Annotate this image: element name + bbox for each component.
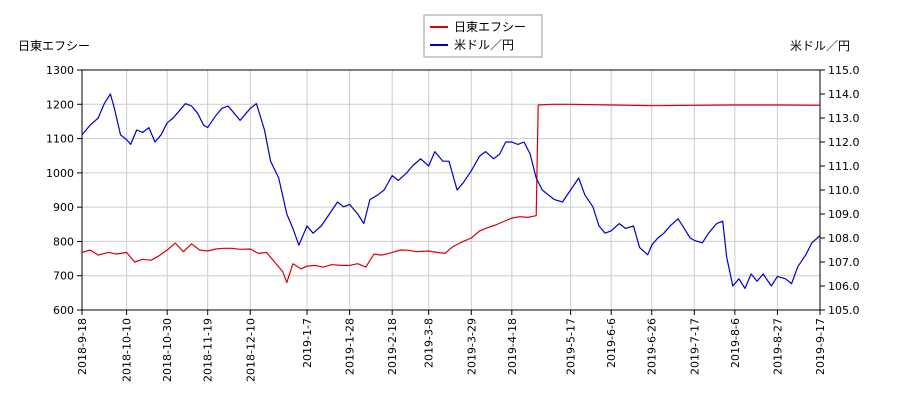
right-tick-label: 111.0 [828,160,860,173]
legend-box [423,14,543,58]
series-lines [81,93,821,289]
x-tick-label: 2019-9-17 [814,318,827,375]
right-tick-label: 105.0 [828,304,860,317]
series-line-nitto [81,103,821,284]
left-tick-label: 1200 [46,98,74,111]
x-tick-label: 2019-8-27 [771,318,784,375]
left-tick-label: 800 [53,235,74,248]
right-tick-label: 113.0 [828,112,860,125]
left-tick-label: 700 [53,270,74,283]
series-line-usdjpy [81,93,821,289]
right-axis: 105.0 106.0 107.0 108.0 109.0 110.0 111.0 112.0… [820,64,860,317]
legend-label-nitto: 日東エフシー [454,20,526,34]
right-tick-label: 109.0 [828,208,860,221]
x-tick-label: 2019-6-6 [605,318,618,368]
legend: 日東エフシー 米ドル／円 [423,14,543,58]
left-axis-title: 日東エフシー [18,39,90,53]
x-tick-label: 2018-11-19 [202,318,215,382]
x-tick-label: 2019-6-26 [646,318,659,375]
x-tick-label: 2019-1-28 [344,318,357,375]
right-tick-label: 114.0 [828,88,860,101]
left-axis: 600 700 800 900 1000 1100 1200 1300 [46,64,82,317]
x-tick-label: 2019-8-6 [729,318,742,368]
x-tick-label: 2019-3-8 [423,318,436,368]
x-tick-label: 2018-9-18 [76,318,89,375]
grid-lines [82,70,820,310]
right-tick-label: 112.0 [828,136,860,149]
x-tick-label: 2019-1-7 [301,318,314,368]
right-tick-label: 110.0 [828,184,860,197]
x-tick-label: 2019-7-17 [688,318,701,375]
x-tick-label: 2018-12-10 [244,318,257,382]
right-tick-label: 108.0 [828,232,860,245]
plot-area-frame [81,69,821,311]
right-axis-title: 米ドル／円 [790,39,850,53]
x-tick-label: 2019-3-29 [465,318,478,375]
x-axis: 2018-9-18 2018-10-10 2018-10-30 2018-11-19 2… [76,310,827,382]
right-tick-label: 106.0 [828,280,860,293]
x-tick-label: 2018-10-10 [121,318,134,382]
left-tick-label: 1000 [46,167,74,180]
x-tick-label: 2018-10-30 [161,318,174,382]
x-tick-label: 2019-5-17 [565,318,578,375]
left-tick-label: 900 [53,201,74,214]
left-tick-label: 1100 [46,133,74,146]
left-tick-label: 600 [53,304,74,317]
right-tick-label: 107.0 [828,256,860,269]
left-tick-label: 1300 [46,64,74,77]
x-tick-label: 2019-4-18 [506,318,519,375]
legend-label-usdjpy: 米ドル／円 [454,38,514,52]
x-tick-label: 2019-2-18 [386,318,399,375]
right-tick-label: 115.0 [828,64,860,77]
